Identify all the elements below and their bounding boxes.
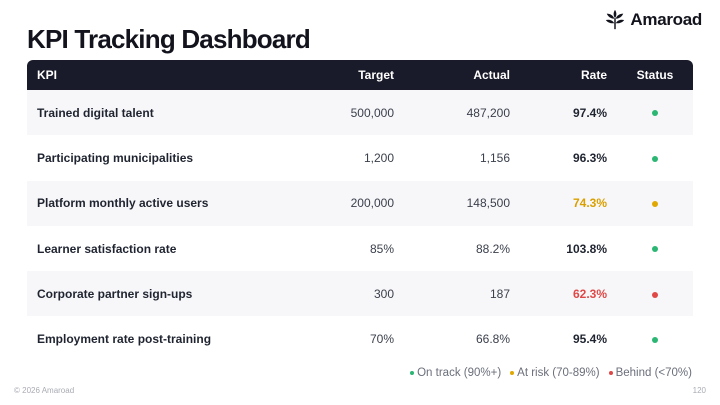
kpi-rate: 62.3% [520,271,617,317]
status-dot-icon [652,201,658,208]
legend-dot-icon [410,371,415,375]
status-dot-icon [652,336,658,343]
table-header-row: KPI Target Actual Rate Status [27,60,693,90]
status-dot-icon [652,155,658,162]
status-dot-icon [652,246,658,253]
table-row: Corporate partner sign-ups 300 187 62.3% [27,271,693,317]
column-header-status: Status [636,68,674,82]
table-row: Learner satisfaction rate 85% 88.2% 103.… [27,225,693,272]
kpi-name: Trained digital talent [27,90,297,136]
kpi-actual: 88.2% [404,225,520,272]
kpi-actual: 148,500 [404,180,520,226]
kpi-table-container: KPI Target Actual Rate Status Trained di… [27,60,693,362]
legend-item-at-risk: At risk (70-89%) [510,367,600,379]
column-header-target: Target [358,68,394,82]
kpi-target: 300 [297,271,404,317]
table-row: Participating municipalities 1,200 1,156… [27,135,693,181]
kpi-name: Corporate partner sign-ups [27,271,297,317]
legend-label: Behind (<70%) [615,367,692,379]
legend-item-on-track: On track (90%+) [410,367,501,379]
kpi-rate: 95.4% [520,316,617,362]
kpi-status [617,271,693,317]
legend-item-behind: Behind (<70%) [608,367,692,379]
brand-name: Amaroad [630,10,702,29]
kpi-target: 70% [297,316,404,362]
legend-label: At risk (70-89%) [517,367,600,379]
legend-label: On track (90%+) [417,367,502,379]
table-row: Trained digital talent 500,000 487,200 9… [27,90,693,136]
kpi-name: Employment rate post-training [27,316,297,362]
leaf-logo-icon [606,9,625,30]
kpi-status [617,135,693,181]
kpi-rate: 74.3% [520,180,617,226]
kpi-actual: 187 [404,271,520,317]
kpi-target: 1,200 [297,135,404,181]
page-title: KPI Tracking Dashboard [27,24,311,54]
kpi-actual: 66.8% [404,316,520,362]
kpi-target: 200,000 [297,180,404,226]
kpi-status [617,90,693,136]
kpi-status [617,316,693,362]
kpi-actual: 1,156 [404,135,520,181]
page-number: 120 [692,386,706,395]
kpi-name: Learner satisfaction rate [27,225,297,272]
kpi-table: KPI Target Actual Rate Status Trained di… [27,60,693,362]
kpi-name: Participating municipalities [27,135,297,181]
kpi-actual: 487,200 [404,90,520,136]
column-header-kpi: KPI [37,68,58,82]
legend-dot-icon [608,371,613,375]
status-legend: On track (90%+) At risk (70-89%) Behind … [410,367,692,379]
kpi-status [617,225,693,272]
kpi-target: 500,000 [297,90,404,136]
table-row: Employment rate post-training 70% 66.8% … [27,316,693,362]
brand-logo: Amaroad [604,8,702,32]
status-dot-icon [652,291,658,298]
column-header-actual: Actual [473,68,510,82]
column-header-rate: Rate [580,68,607,82]
kpi-target: 85% [297,225,404,272]
footer-copyright: © 2026 Amaroad [14,386,75,395]
kpi-rate: 103.8% [520,225,617,272]
kpi-status [617,180,693,226]
kpi-name: Platform monthly active users [27,180,297,226]
kpi-rate: 97.4% [520,90,617,136]
status-dot-icon [652,110,658,117]
table-row: Platform monthly active users 200,000 14… [27,180,693,226]
kpi-rate: 96.3% [520,135,617,181]
legend-dot-icon [510,371,515,375]
